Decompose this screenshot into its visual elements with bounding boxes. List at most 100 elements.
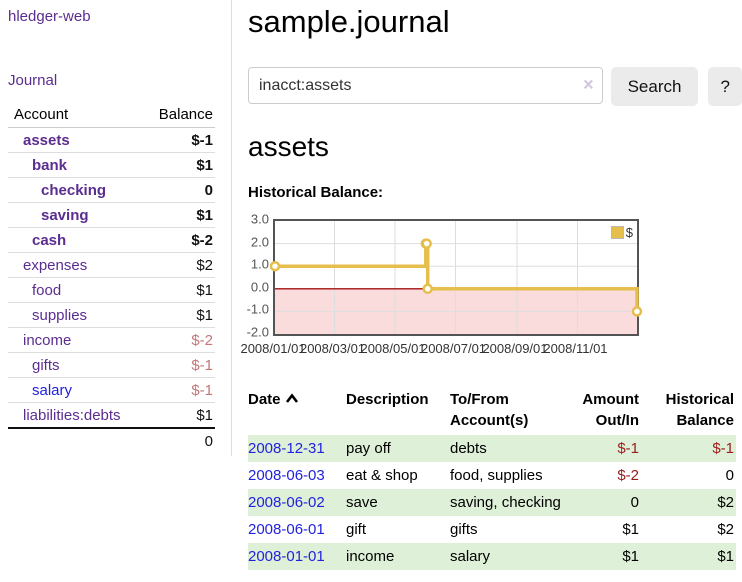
account-row: gifts $-1	[8, 352, 215, 378]
x-tick-label: 2008/07/01	[420, 341, 487, 356]
sidebar-item-journal[interactable]: Journal	[8, 72, 58, 89]
chart-legend: $	[610, 225, 633, 240]
account-link[interactable]: supplies	[32, 306, 88, 324]
transaction-date-link[interactable]: 2008-06-03	[248, 467, 325, 484]
legend-swatch-icon	[610, 226, 624, 239]
transaction-description: income	[346, 548, 395, 565]
transaction-date-link[interactable]: 2008-06-01	[248, 521, 325, 538]
y-tick-label: 3.0	[250, 211, 269, 227]
account-balance: $-2	[141, 327, 215, 353]
transaction-amount: $1	[622, 548, 639, 565]
account-balance: $-1	[141, 377, 215, 403]
register-header-description: Description	[346, 391, 429, 408]
transaction-description: eat & shop	[346, 467, 418, 484]
transaction-accounts: salary	[450, 548, 491, 565]
transaction-accounts: gifts	[450, 521, 478, 538]
register-row: 2008-06-01 gift gifts $1 $2	[248, 516, 736, 543]
search-form: × Search ?	[248, 67, 742, 106]
sidebar-divider	[231, 0, 232, 456]
account-link[interactable]: income	[23, 331, 72, 349]
account-link[interactable]: food	[32, 281, 62, 299]
register-row: 2008-06-03 eat & shop food, supplies $-2…	[248, 462, 736, 489]
register-header-amount: Amount Out/In	[582, 391, 639, 429]
transaction-balance: $2	[717, 494, 734, 511]
account-link[interactable]: saving	[41, 206, 89, 224]
account-balance: $1	[141, 402, 215, 429]
y-tick-label: -1.0	[246, 301, 269, 317]
sort-ascending-icon	[285, 389, 299, 410]
account-row: liabilities:debts $1	[8, 402, 215, 429]
account-balance: $1	[141, 202, 215, 228]
accounts-header-account: Account	[8, 103, 142, 128]
account-balance: $-1	[141, 352, 215, 378]
account-link[interactable]: bank	[32, 156, 68, 174]
account-balance: 0	[141, 177, 215, 203]
account-link[interactable]: liabilities:debts	[23, 406, 121, 424]
account-link[interactable]: assets	[23, 131, 70, 149]
transaction-accounts: debts	[450, 440, 487, 457]
register-table: Date Description To/From Account(s) Amou…	[248, 387, 736, 570]
register-header-balance: Historical Balance	[665, 391, 734, 429]
account-row: supplies $1	[8, 302, 215, 328]
chart-plot-area[interactable]: $	[269, 219, 643, 336]
x-tick-label: 2008/05/01	[360, 341, 426, 356]
transaction-date-link[interactable]: 2008-12-31	[248, 440, 325, 457]
account-row: bank $1	[8, 152, 215, 178]
account-balance: $-1	[141, 127, 215, 153]
account-row: income $-2	[8, 327, 215, 353]
transaction-balance: $2	[717, 521, 734, 538]
account-row: assets $-1	[8, 127, 215, 153]
account-balance: $-2	[141, 227, 215, 253]
search-button[interactable]: Search	[610, 67, 699, 106]
account-link[interactable]: cash	[32, 231, 67, 249]
account-row: saving $1	[8, 202, 215, 228]
account-row: food $1	[8, 277, 215, 303]
x-tick-label: 2008/11/01	[543, 341, 608, 356]
accounts-total-row: 0	[8, 427, 215, 453]
account-balance: $1	[141, 152, 215, 178]
page-title: sample.journal	[248, 4, 450, 39]
transaction-accounts: food, supplies	[450, 467, 543, 484]
transaction-date-link[interactable]: 2008-06-02	[248, 494, 325, 511]
transaction-description: save	[346, 494, 378, 511]
accounts-header-balance: Balance	[141, 103, 215, 128]
y-tick-label: 1.0	[250, 256, 269, 272]
transaction-amount: $-1	[617, 440, 639, 457]
transaction-balance: $-1	[712, 440, 734, 457]
y-tick-label: 2.0	[250, 234, 269, 250]
account-link[interactable]: checking	[41, 181, 107, 199]
legend-label: $	[625, 225, 633, 240]
search-input[interactable]	[248, 67, 603, 104]
accounts-balance-table: Account Balance assets $-1 bank $1 check…	[8, 103, 215, 453]
register-header-accounts: To/From Account(s)	[450, 391, 529, 429]
clear-search-icon[interactable]: ×	[583, 74, 594, 95]
transaction-balance: 0	[725, 467, 734, 484]
account-row: expenses $2	[8, 252, 215, 278]
account-row: salary $-1	[8, 377, 215, 403]
historical-balance-chart: $ 3.0 2.0 1.0 0.0 -1.0 -2.0 2008/01/01 2008/03…	[240, 211, 742, 364]
account-link[interactable]: expenses	[23, 256, 88, 274]
transaction-accounts: saving, checking	[450, 494, 561, 511]
account-heading: assets	[248, 131, 329, 162]
register-row: 2008-12-31 pay off debts $-1 $-1	[248, 435, 736, 462]
account-balance: $1	[141, 302, 215, 328]
x-tick-label: 2008/03/01	[299, 341, 366, 356]
help-button[interactable]: ?	[708, 67, 742, 106]
y-tick-label: 0.0	[250, 279, 269, 295]
account-row: cash $-2	[8, 227, 215, 253]
register-header-date[interactable]: Date	[248, 387, 346, 435]
register-row: 2008-01-01 income salary $1 $1	[248, 543, 736, 570]
account-link[interactable]: salary	[32, 381, 73, 399]
accounts-total-balance: 0	[141, 427, 215, 453]
y-tick-label: -2.0	[246, 324, 269, 340]
transaction-date-link[interactable]: 2008-01-01	[248, 548, 325, 565]
transaction-amount: $1	[622, 521, 639, 538]
transaction-amount: 0	[630, 494, 639, 511]
transaction-balance: $1	[717, 548, 734, 565]
chart-canvas	[269, 221, 643, 334]
app-brand-link[interactable]: hledger-web	[8, 8, 91, 25]
transaction-description: pay off	[346, 440, 391, 457]
transaction-description: gift	[346, 521, 367, 538]
account-link[interactable]: gifts	[32, 356, 60, 374]
account-row: checking 0	[8, 177, 215, 203]
